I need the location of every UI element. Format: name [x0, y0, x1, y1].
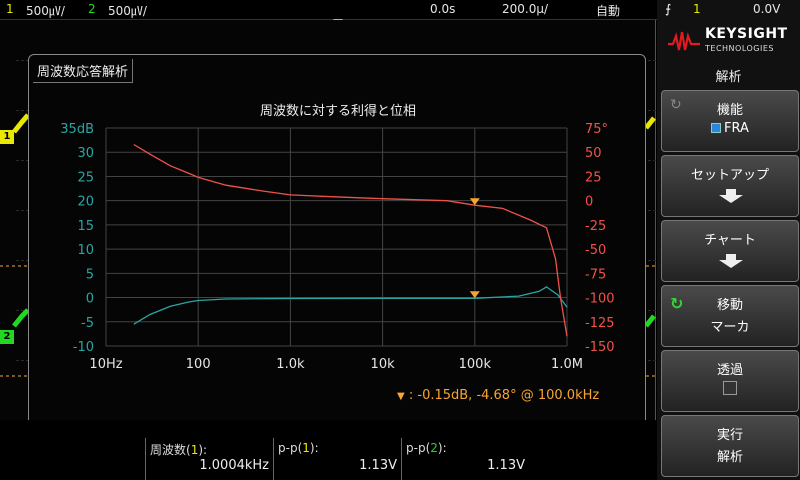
- time-delay[interactable]: 0.0s: [430, 2, 456, 16]
- marker-readout: ▼ : -0.15dB, -4.68° @ 100.0kHz: [397, 388, 599, 403]
- rotate-icon: ↻: [670, 294, 684, 313]
- chart-title: 周波数に対する利得と位相: [259, 104, 416, 119]
- gain-tick-label: 25: [77, 170, 94, 185]
- softkey-value: FRA: [662, 121, 798, 136]
- softkey-run-analysis[interactable]: 実行 解析: [661, 415, 799, 477]
- ch2-ground-marker[interactable]: 2: [0, 330, 14, 344]
- frequency-tick-label: 10Hz: [89, 357, 122, 372]
- softkey-label: 移動: [716, 298, 743, 313]
- gain-tick-label: 35dB: [60, 122, 94, 137]
- measurement-value: 1.0004kHz: [199, 458, 269, 473]
- softkey-label: 機能: [716, 103, 743, 118]
- softkey-value: マーカ: [710, 320, 750, 335]
- checkbox-icon: [723, 381, 737, 395]
- phase-marker: [469, 198, 480, 206]
- measurement-value: 1.13V: [487, 458, 525, 473]
- fra-window-title: 周波数応答解析: [33, 59, 134, 83]
- frequency-tick-label: 100k: [459, 357, 492, 372]
- ch1-ground-marker[interactable]: 1: [0, 130, 14, 144]
- measurement-value: 1.13V: [359, 458, 397, 473]
- gain-tick-label: 20: [77, 195, 94, 210]
- phase-tick-label: 50: [585, 146, 602, 161]
- frequency-tick-label: 1.0M: [551, 357, 583, 372]
- arrow-down-icon: [719, 254, 743, 268]
- gain-axis-ticks: 35dB 30 25 20 15 10 5 0 -5 -10: [60, 122, 94, 355]
- keysight-logo: KEYSIGHT TECHNOLOGIES: [667, 24, 795, 60]
- rising-edge-icon: ⨍: [665, 2, 672, 16]
- softkey-setup[interactable]: セットアップ: [661, 155, 799, 217]
- gain-tick-label: 15: [77, 219, 94, 234]
- gain-marker: [469, 291, 480, 299]
- frequency-axis-ticks: 10Hz 100 1.0k 10k 100k 1.0M: [89, 357, 583, 372]
- ch1-trace-right: [644, 116, 656, 130]
- waveform-traces: [0, 113, 656, 377]
- ch1-scale[interactable]: 500㎶/: [26, 4, 65, 18]
- gain-tick-label: 10: [77, 243, 94, 258]
- gain-tick-label: -5: [81, 316, 94, 331]
- phase-tick-label: 75°: [585, 122, 608, 137]
- ch2-trace-right: [644, 314, 656, 328]
- marker-readout-value: -0.15dB, -4.68° @ 100.0kHz: [417, 388, 600, 403]
- measurement-frequency[interactable]: 周波数(1): 1.0004kHz: [145, 438, 273, 480]
- keysight-wave-icon: [668, 31, 700, 51]
- ch2-trace-left: [12, 308, 30, 328]
- ch2-scale[interactable]: 500㎶/: [108, 4, 147, 18]
- measurement-pp-ch1[interactable]: p-p(1): 1.13V: [273, 438, 401, 480]
- measurement-label: p-p(2):: [406, 441, 447, 455]
- menu-title: 解析: [715, 70, 742, 85]
- measurement-label: p-p(1):: [278, 441, 319, 455]
- measurement-label: 周波数(1):: [150, 443, 208, 457]
- gain-tick-label: -10: [73, 340, 94, 355]
- phase-tick-label: -150: [585, 340, 615, 355]
- chart-grid: [105, 127, 568, 347]
- softkey-chart[interactable]: チャート: [661, 220, 799, 282]
- trigger-mode[interactable]: 自動: [596, 4, 621, 18]
- measurement-pp-ch2[interactable]: p-p(2): 1.13V: [401, 438, 529, 480]
- fra-analysis-window[interactable]: 周波数応答解析 周波数に対する利得と位相 35dB 30 25 20 15 10 5 0 -5-…: [28, 54, 646, 429]
- phase-tick-label: -100: [585, 292, 615, 307]
- gain-tick-label: 0: [86, 292, 94, 307]
- softkey-move[interactable]: ↻ 移動 マーカ: [661, 285, 799, 347]
- trigger-level: 0.0V: [753, 2, 781, 16]
- softkey-label: セットアップ: [690, 168, 769, 183]
- chart-markers: [469, 198, 480, 299]
- phase-tick-label: 0: [585, 195, 593, 210]
- frequency-tick-label: 100: [186, 357, 211, 372]
- phase-series-line: [133, 143, 568, 337]
- trigger-source: 1: [693, 2, 701, 16]
- phase-tick-label: -25: [585, 219, 606, 234]
- phase-tick-label: -125: [585, 316, 615, 331]
- gain-series-line: [133, 286, 568, 325]
- ch2-number[interactable]: 2: [88, 2, 96, 16]
- rotate-icon: ↻: [670, 97, 682, 113]
- phase-axis-ticks: 75° 50 25 0 -25 -50 -75 -100 -125 -150: [585, 122, 615, 355]
- marker-readout-colon: :: [408, 388, 414, 403]
- marker-readout-icon: ▼: [397, 391, 405, 402]
- phase-tick-label: -50: [585, 243, 606, 258]
- softkey-value: 解析: [716, 450, 743, 465]
- ch1-number[interactable]: 1: [6, 2, 14, 16]
- top-status-bar: 1 500㎶/ 2 500㎶/ 0.0s 200.0µ/ 自動: [0, 0, 800, 20]
- chart-series: [133, 143, 568, 337]
- arrow-down-icon: [719, 189, 743, 203]
- phase-tick-label: -75: [585, 267, 606, 282]
- waveform-screen[interactable]: 1 2 周波数応答解析 周波数に対する利得と位相 35dB 30 25 20 15 10 5…: [0, 20, 656, 429]
- gain-tick-label: 5: [86, 267, 94, 282]
- softkey-function[interactable]: ↻ 機能 FRA: [661, 90, 799, 152]
- softkey-label: 実行: [716, 428, 743, 443]
- gain-tick-label: 30: [77, 146, 94, 161]
- checkbox-icon: [711, 123, 722, 133]
- softkey-panel: ⨍ 1 0.0V KEYSIGHT TECHNOLOGIES 解析 ↻ 機能 F…: [657, 0, 800, 480]
- frequency-tick-label: 10k: [371, 357, 396, 372]
- softkey-label: 透過: [716, 363, 743, 378]
- frequency-tick-label: 1.0k: [276, 357, 305, 372]
- ch1-trace-left: [12, 113, 30, 134]
- softkey-label: チャート: [704, 233, 756, 248]
- trigger-status[interactable]: ⨍ 1 0.0V: [657, 0, 800, 20]
- phase-tick-label: 25: [585, 170, 602, 185]
- time-scale[interactable]: 200.0µ/: [502, 2, 549, 16]
- softkey-transparent[interactable]: 透過: [661, 350, 799, 412]
- measurement-bar: 周波数(1): 1.0004kHz p-p(1): 1.13V p-p(2): …: [0, 420, 656, 480]
